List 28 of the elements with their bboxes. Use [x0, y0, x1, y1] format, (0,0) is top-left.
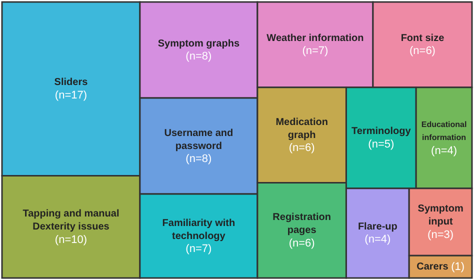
- category-label: Familiarity with technology: [162, 218, 236, 242]
- category-label: Educational information: [421, 120, 467, 142]
- category-label: Symptom input: [418, 204, 464, 228]
- category-label: Font size: [400, 32, 445, 44]
- data-label: (n=3): [428, 228, 454, 241]
- data-label: (n=7): [302, 45, 328, 58]
- data-label: (n=4): [431, 144, 458, 157]
- data-label: (n=5): [368, 138, 394, 150]
- category-label: Carers: [416, 262, 449, 273]
- category-label: Tapping and manual Dexterity issues: [22, 208, 120, 233]
- category-label: Terminology: [352, 126, 412, 138]
- category-label: Flare-up: [358, 221, 398, 232]
- data-label: (n=7): [186, 243, 212, 256]
- category-label: Username and password: [164, 128, 234, 152]
- category-label: Medication graph: [276, 116, 328, 141]
- data-label: (n=6): [288, 142, 315, 154]
- data-label: (n=8): [186, 153, 212, 166]
- data-label: (n=6): [409, 45, 436, 58]
- data-label: (1): [451, 260, 465, 273]
- category-label: Registration pages: [272, 212, 331, 236]
- data-label: (n=4): [364, 234, 391, 246]
- data-label: (n=17): [54, 89, 88, 102]
- category-label: Sliders: [54, 77, 88, 88]
- data-label: (n=10): [54, 234, 88, 246]
- category-label: Symptom graphs: [158, 38, 240, 50]
- data-label: (n=8): [186, 50, 212, 63]
- data-label: (n=6): [288, 237, 315, 250]
- category-label: Weather information: [266, 32, 364, 44]
